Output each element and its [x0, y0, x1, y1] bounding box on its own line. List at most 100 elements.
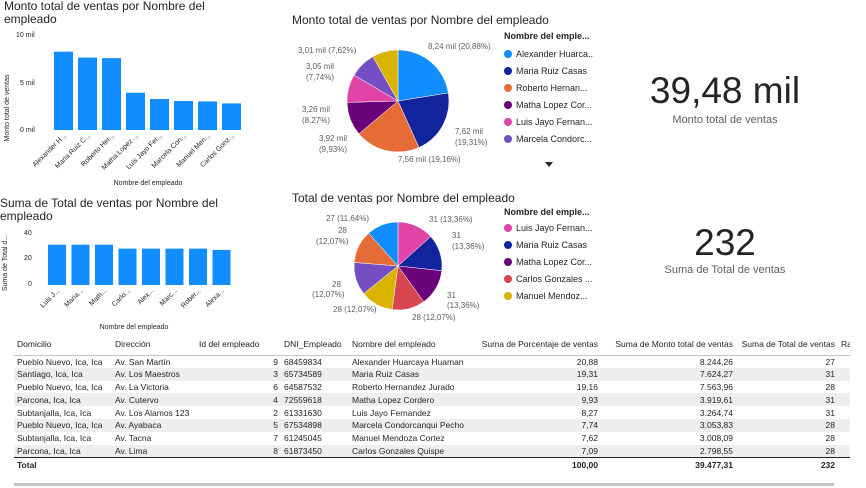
pie2-legend-item[interactable]: Luis Jayo Fernan... [504, 219, 594, 236]
col-header-monto[interactable]: Suma de Monto total de ventas [601, 333, 736, 356]
pie1-slice[interactable] [397, 92, 450, 148]
pie1-slice[interactable] [372, 49, 399, 102]
pie1-label-manuel: 3,01 mil (7,62%) [298, 46, 357, 55]
total-ventas: 232 [736, 456, 838, 472]
chart3-bar[interactable] [118, 248, 137, 285]
pie1-legend[interactable]: Nombre del emple... Alexander Huarca... … [504, 31, 594, 147]
col-header-rank[interactable]: Ran [838, 333, 850, 356]
cell-direccion: Av. Los Maestros [112, 367, 196, 381]
legend-label: Carlos Gonzales ... [516, 273, 593, 284]
pie1-slice[interactable] [358, 100, 420, 153]
col-header-id[interactable]: Id del empleado [196, 333, 281, 356]
legend-dot-icon [504, 66, 512, 75]
pie1-legend-item[interactable]: Matha Lopez Cor... [504, 96, 594, 113]
chart3-bar[interactable] [142, 248, 160, 285]
cell-total: 27 [825, 356, 835, 367]
cell-domicilio: Parcona, Ica, Ica [14, 393, 112, 407]
chart1-bar[interactable] [54, 51, 73, 130]
chart3-bar[interactable] [71, 244, 90, 285]
pie1-legend-item[interactable]: Maria Ruiz Casas [504, 62, 594, 79]
chart1-bar[interactable] [150, 98, 169, 130]
chart3-bar[interactable] [189, 248, 207, 285]
legend-dot-icon [504, 274, 512, 283]
total-monto: 39.477,31 [601, 456, 736, 472]
chart3-xtick: Math... [88, 287, 108, 307]
table-row[interactable]: Pueblo Nuevo, Ica, Ica Av. La Victoria 6 64… [14, 381, 850, 394]
monto-bar-chart[interactable]: Monto total de ventas 10 mil 5 mil 0 mil… [0, 26, 250, 191]
cell-monto: 3.919,61 [601, 393, 736, 407]
col-header-nombre[interactable]: Nombre del empleado [349, 333, 471, 356]
pie1-legend-title: Nombre del emple... [504, 31, 590, 41]
pie2-legend-item[interactable]: Carlos Gonzales ... [504, 270, 594, 287]
cell-direccion: Av. Cutervo [112, 393, 196, 407]
pie2-legend-title: Nombre del emple... [504, 207, 590, 217]
chart1-bar[interactable] [198, 101, 217, 130]
col-header-direccion[interactable]: Dirección [112, 333, 196, 356]
employee-table-container[interactable]: Domicilio Dirección Id del empleado DNI_… [14, 333, 850, 483]
pie1-label-maria-1: 7,62 mil [455, 127, 483, 136]
table-row[interactable]: Pueblo Nuevo, Ica, Ica Av. San Martín 9 684… [14, 355, 850, 368]
chart3-xtick: Rober... [180, 287, 202, 309]
pie2-label-marcela-2: (12,07%) [312, 290, 345, 299]
chart1-bar[interactable] [102, 58, 121, 130]
col-header-porcentaje[interactable]: Suma de Porcentaje de ventas [471, 333, 601, 356]
pie1-legend-item[interactable]: Luis Jayo Fernan... [504, 113, 594, 130]
chart1-bar[interactable] [78, 57, 97, 130]
col-header-total[interactable]: Suma de Total de ventas [736, 333, 838, 356]
cell-id: 8 [196, 444, 281, 458]
pie2-legend-item[interactable]: Matha Lopez Cor... [504, 253, 594, 270]
pie2-label-maria-2: (13,36%) [452, 242, 485, 251]
pie2-label-marcela-1: 28 [332, 280, 341, 289]
pie2-legend-item[interactable]: Manuel Mendoz... [504, 287, 594, 304]
chart3-xlabel: Nombre del empleado [100, 324, 169, 331]
chart3-title-line1: Suma de Total de ventas por Nombre del [0, 196, 218, 210]
legend-label: Marcela Condorc... [516, 133, 593, 144]
cell-nombre: Alexander Huarcaya Huaman [352, 356, 464, 367]
col-header-dni[interactable]: DNI_Empleado [281, 333, 349, 356]
chart3-bar[interactable] [95, 244, 113, 285]
cell-domicilio: Parcona, Ica, Ica [14, 444, 112, 458]
table-row[interactable]: Santiago, Ica, Ica Av. Los Maestros 3 65734… [14, 367, 850, 381]
chart3-xtick: Luis J... [39, 287, 61, 309]
total-pie-chart[interactable]: 27 (11,64%) 28 (12,07%) 31 (13,36%) 31 (… [288, 206, 503, 326]
pie1-legend-item[interactable]: Alexander Huarca... [504, 45, 594, 62]
total-bar-chart[interactable]: Suma de Total d... 40 20 0 Luis J... Mari… [0, 225, 240, 335]
col-header-domicilio[interactable]: Domicilio [14, 333, 112, 356]
kpi-total-value: 232 [694, 222, 756, 263]
table-row[interactable]: Parcona, Ica, Ica Av. Lima 8 61873450 Carlos… [14, 444, 850, 458]
chart3-xtick: Maria... [63, 287, 84, 308]
pie2-legend-item[interactable]: Maria Ruiz Casas [504, 236, 594, 253]
kpi-monto-label: Monto total de ventas [672, 114, 778, 126]
table-horizontal-scrollbar[interactable] [14, 483, 834, 486]
pie1-slice[interactable] [397, 49, 449, 102]
monto-pie-chart[interactable]: 8,24 mil (20,88%) 7,62 mil (19,31%) 7,56… [288, 30, 503, 170]
pie2-label-carlos: 28 (12,07%) [412, 313, 456, 322]
cell-porcentaje: 7,74 [471, 418, 601, 432]
chart3-ytick-1: 20 [24, 255, 32, 262]
table-row[interactable]: Parcona, Ica, Ica Av. Cutervo 4 72559618 Mat… [14, 393, 850, 407]
table-row[interactable]: Subtanjalla, Ica, Ica Av. Tacna 7 61245045 M… [14, 432, 850, 445]
pie2-legend[interactable]: Nombre del emple... Luis Jayo Fernan... … [504, 207, 594, 304]
cell-id: 6 [273, 381, 278, 392]
chart1-bar[interactable] [174, 100, 193, 130]
chart1-bar[interactable] [126, 92, 145, 130]
cell-domicilio: Subtanjalla, Ica, Ica [17, 407, 92, 418]
chart3-bar[interactable] [165, 248, 184, 285]
table-header-row: Domicilio Dirección Id del empleado DNI_… [14, 333, 850, 356]
cell-direccion: Av. Los Alamos 123 [115, 407, 190, 418]
pie1-legend-item[interactable]: Marcela Condorc... [504, 130, 594, 147]
table-row[interactable]: Subtanjalla, Ica, Ica Av. Los Alamos 123 2… [14, 406, 850, 419]
employee-table: Domicilio Dirección Id del empleado DNI_… [14, 333, 850, 472]
cell-monto: 3.264,74 [699, 407, 733, 418]
table-row[interactable]: Pueblo Nuevo, Ica, Ica Av. Ayabaca 5 675348… [14, 418, 850, 432]
pie2-slice[interactable] [368, 221, 399, 267]
cell-nombre: Matha Lopez Cordero [349, 393, 471, 407]
pie1-legend-item[interactable]: Roberto Hernan... [504, 79, 594, 96]
chart3-bar[interactable] [212, 249, 231, 285]
cell-total: 28 [736, 444, 838, 458]
pie1-label-roberto: 7,56 mil (19,16%) [398, 155, 461, 164]
chart3-bar[interactable] [48, 244, 66, 285]
chart1-bar[interactable] [222, 103, 241, 130]
pie1-legend-scroll-down-icon[interactable] [545, 162, 553, 167]
cell-dni: 64587532 [284, 381, 322, 392]
